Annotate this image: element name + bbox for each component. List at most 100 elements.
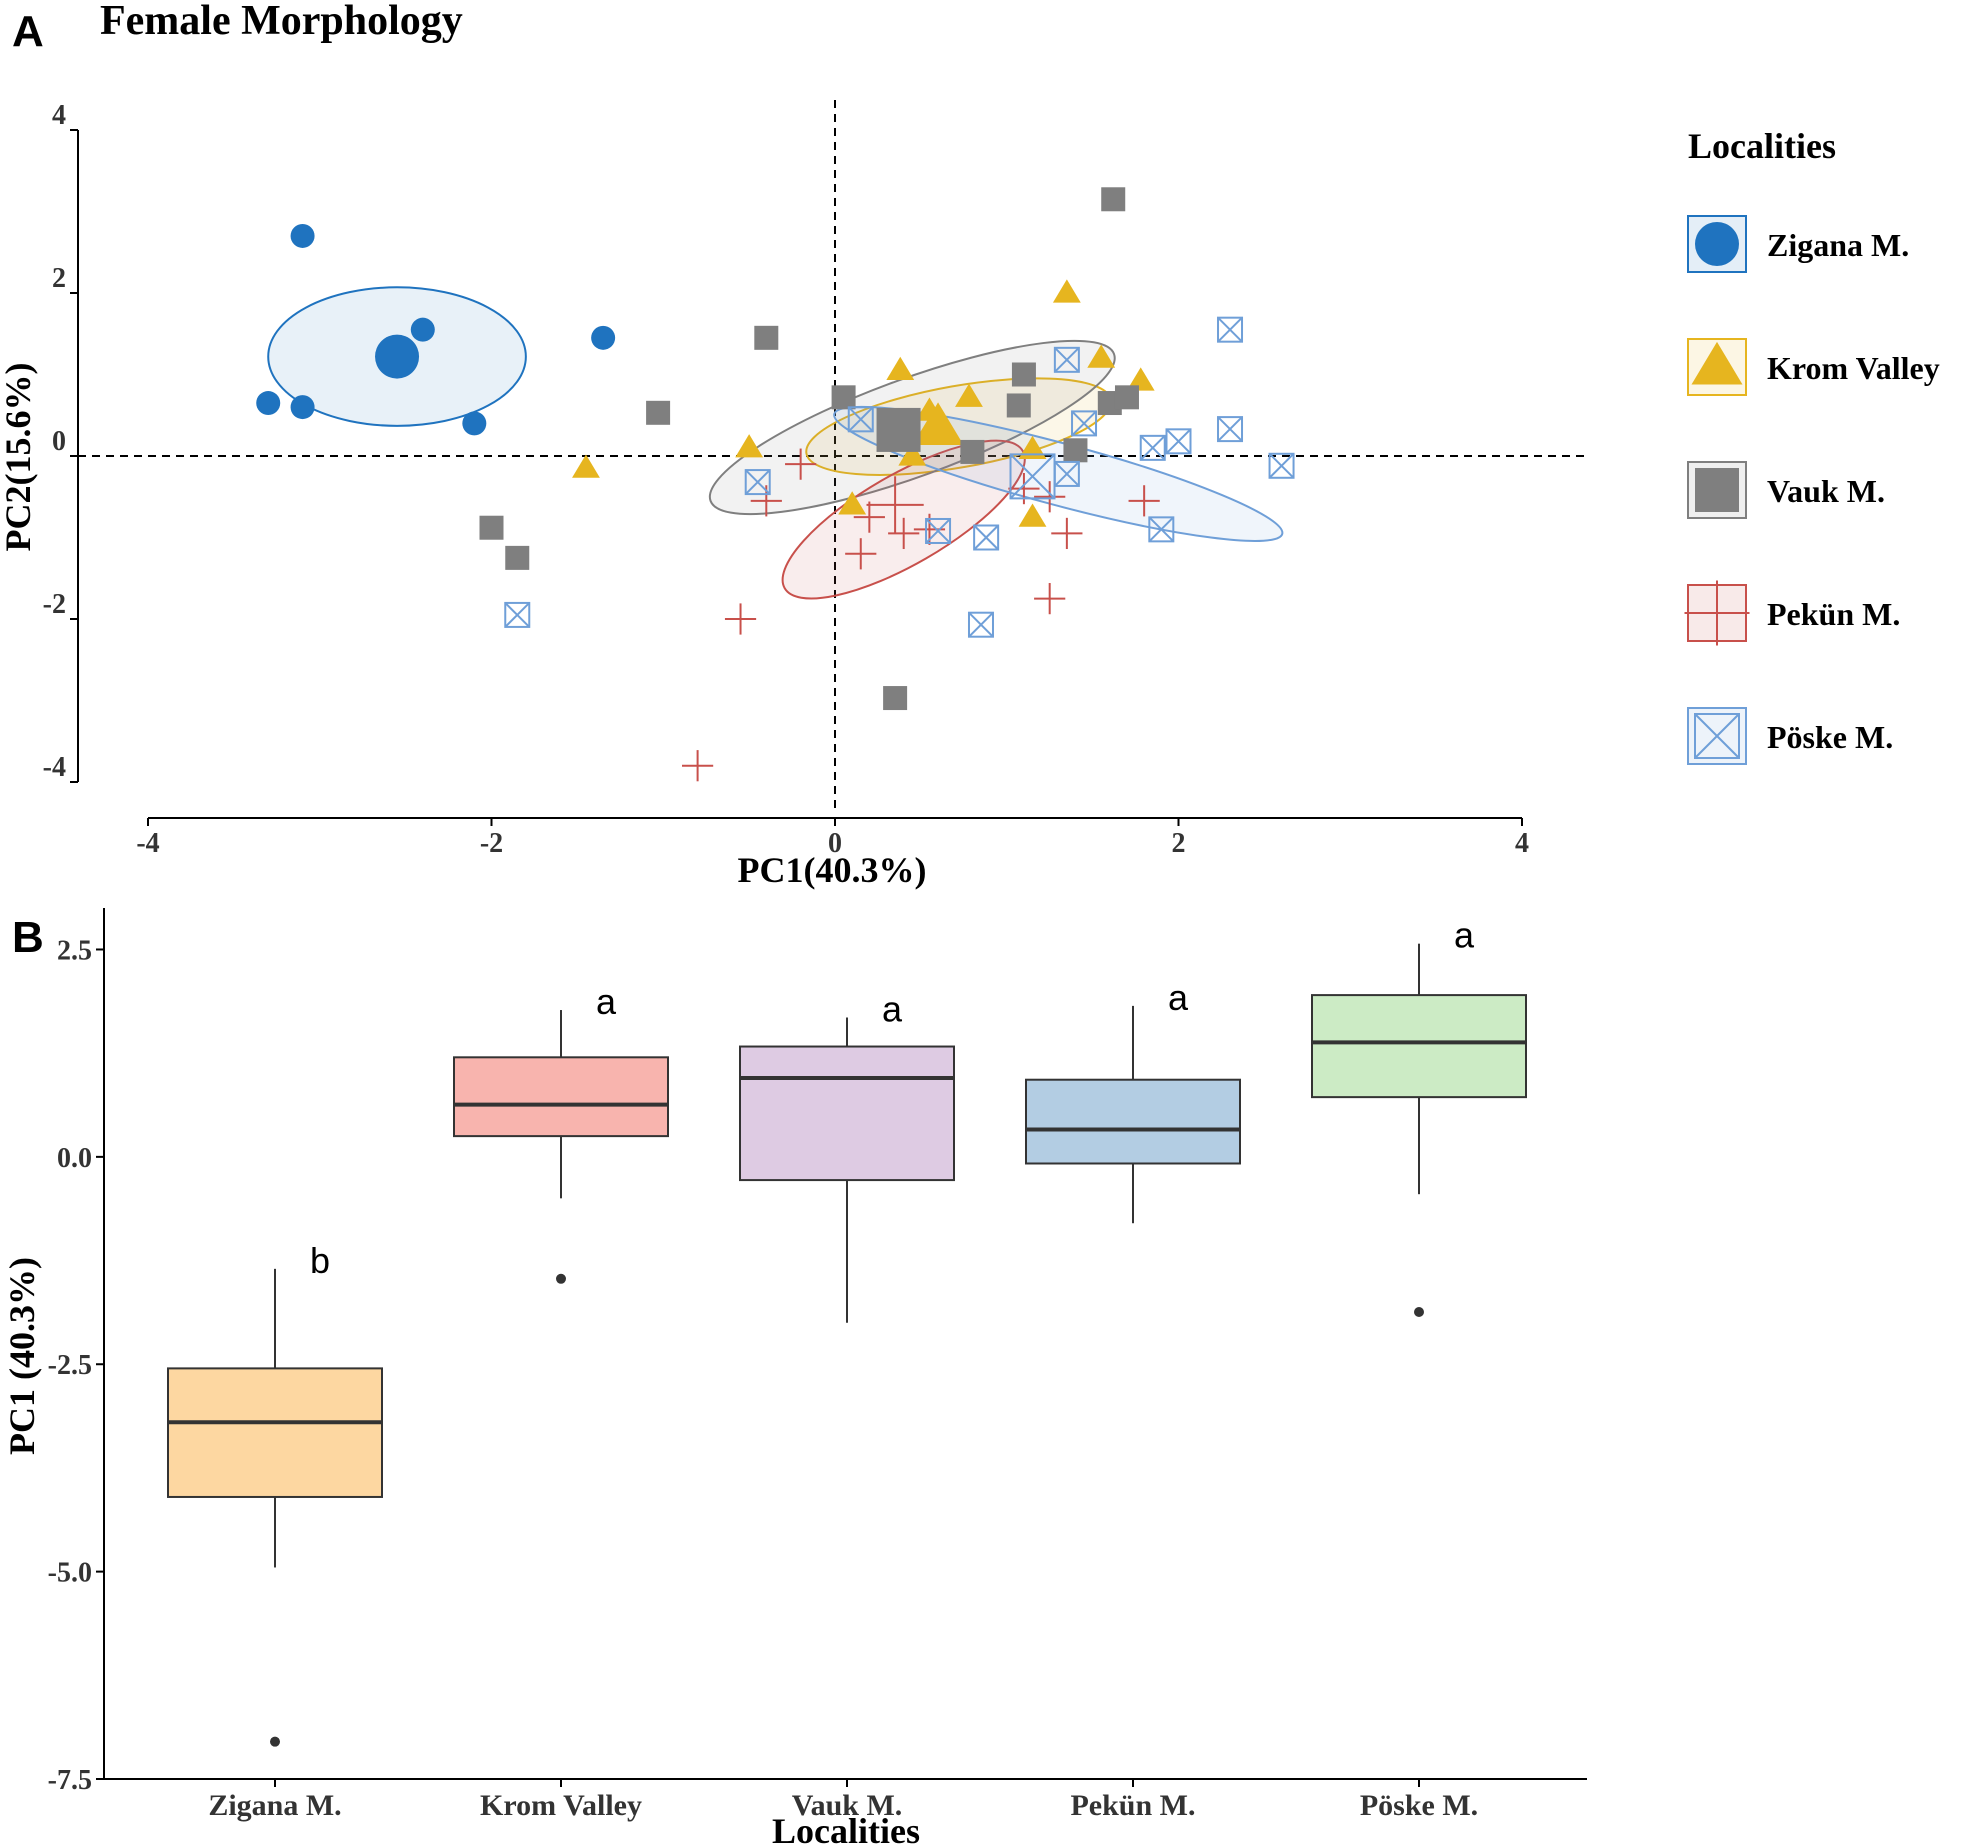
- point-krom-valley-mark: [735, 434, 764, 458]
- point-pek-n-m: [853, 501, 885, 533]
- point-p-ske-m-diag2: [1268, 453, 1295, 479]
- iqr-box: [453, 1056, 669, 1138]
- point-krom-valley-mark: [572, 454, 600, 478]
- boxplot-y-tick-label: -5.0: [48, 1558, 92, 1589]
- point-p-ske-m: [1071, 410, 1098, 437]
- point-p-ske-m-box: [1053, 346, 1080, 373]
- point-pek-n-m: [845, 538, 877, 570]
- point-p-ske-m-diag2: [1217, 316, 1243, 343]
- centroid-zigana-m-mark: [375, 334, 420, 379]
- legend-label: Krom Valley: [1767, 350, 1940, 386]
- legend-label: Zigana M.: [1767, 227, 1909, 263]
- point-p-ske-m: [967, 611, 994, 638]
- point-p-ske-m-box: [973, 524, 1000, 551]
- y-tick-label: 2: [52, 263, 66, 294]
- significance-letter: a: [882, 988, 903, 1029]
- legend-symbol-vauk-m: [1695, 468, 1739, 512]
- legend-label: Pöske M.: [1767, 719, 1893, 755]
- point-krom-valley: [838, 491, 867, 515]
- legend-symbol-zigana-m: [1695, 222, 1739, 266]
- point-vauk-m-mark: [1063, 438, 1088, 463]
- point-zigana-m-mark: [290, 223, 315, 248]
- boxplot-y-axis-label: PC1 (40.3%): [2, 1257, 42, 1455]
- point-p-ske-m-box: [1148, 516, 1175, 543]
- point-krom-valley-mark: [838, 491, 867, 515]
- boxplot-x-tick-label: Pöske M.: [1360, 1789, 1478, 1822]
- point-krom-valley-mark: [1052, 279, 1081, 303]
- point-p-ske-m: [847, 406, 874, 433]
- centroid-vauk-m: [876, 407, 921, 452]
- point-vauk-m-mark: [1011, 362, 1036, 387]
- point-zigana-m-mark: [256, 391, 281, 416]
- point-p-ske-m: [973, 524, 1000, 551]
- legend-symbol-p-ske-m-diag2: [1694, 713, 1740, 759]
- point-zigana-m-mark: [462, 411, 487, 436]
- point-vauk-m: [1063, 438, 1088, 463]
- boxplot-x-tick-label: Vauk M.: [792, 1789, 903, 1822]
- legend-symbol-p-ske-m: [1694, 713, 1740, 759]
- point-p-ske-m: [1139, 434, 1166, 461]
- boxplot-x-axis-label: Localities: [772, 1811, 920, 1848]
- box-krom-valley: a: [453, 981, 669, 1284]
- legend-item-vauk-m: Vauk M.: [1687, 461, 1885, 519]
- panel-label-a: A: [12, 7, 44, 56]
- point-vauk-m-mark: [1006, 393, 1031, 418]
- point-krom-valley: [886, 356, 915, 381]
- point-p-ske-m-diag2: [1054, 347, 1080, 373]
- legend: Localities Zigana M. Krom Valley Vauk M. Pe…: [1684, 126, 1940, 765]
- point-p-ske-m: [1053, 346, 1080, 373]
- outlier-point: [556, 1273, 566, 1284]
- legend-symbol-vauk-m-mark: [1695, 468, 1739, 512]
- point-vauk-m-mark: [479, 515, 504, 540]
- y-tick-label: -4: [43, 752, 66, 783]
- point-p-ske-m-box: [925, 517, 952, 544]
- panel-label-b: B: [12, 913, 44, 962]
- point-krom-valley: [1126, 367, 1155, 391]
- iqr-box: [167, 1367, 383, 1498]
- point-pek-n-m: [1034, 583, 1066, 615]
- point-vauk-m: [1006, 393, 1031, 418]
- point-krom-valley-mark: [1018, 435, 1047, 460]
- point-zigana-m-mark: [410, 317, 435, 342]
- box-pek-n-m: a: [1025, 977, 1241, 1224]
- point-pek-n-m: [1128, 485, 1160, 517]
- boxplot-x-tick-label: Zigana M.: [208, 1789, 341, 1822]
- boxplot-boxes: b a a a a: [167, 915, 1527, 1747]
- point-p-ske-m: [925, 517, 952, 544]
- point-krom-valley: [572, 454, 600, 478]
- chart-title: Female Morphology: [100, 0, 463, 44]
- legend-item-krom-valley: Krom Valley: [1687, 338, 1940, 396]
- point-krom-valley: [955, 383, 983, 407]
- point-p-ske-m: [504, 601, 531, 628]
- point-vauk-m: [646, 400, 671, 425]
- legend-symbol-krom-valley-mark: [1691, 341, 1743, 385]
- legend-label: Pekün M.: [1767, 596, 1900, 632]
- legend-symbol-krom-valley: [1691, 341, 1743, 385]
- x-tick-label: -4: [136, 828, 159, 859]
- point-p-ske-m: [1148, 516, 1175, 543]
- series-zigana-m: [256, 223, 616, 436]
- box-vauk-m: a: [739, 988, 955, 1323]
- point-krom-valley-mark: [1087, 344, 1116, 368]
- x-tick-label: 2: [1172, 828, 1186, 859]
- significance-letter: a: [1168, 977, 1189, 1018]
- significance-letter: a: [1454, 915, 1475, 956]
- centroid-krom-valley: [912, 402, 964, 446]
- boxplot-x-tick-label: Pekün M.: [1070, 1789, 1195, 1822]
- point-krom-valley-mark: [955, 383, 983, 407]
- point-p-ske-m-box: [744, 469, 771, 496]
- panel-b: B 2.5 0.0 -2.5 -5.0 -7.5 Zigana M. Krom Valley…: [2, 908, 1587, 1848]
- point-krom-valley-mark: [1018, 503, 1047, 527]
- x-tick-label: 4: [1515, 828, 1529, 859]
- point-p-ske-m-box: [1139, 434, 1166, 461]
- point-pek-n-m: [785, 448, 817, 480]
- point-krom-valley: [735, 434, 764, 458]
- point-p-ske-m: [1268, 452, 1295, 479]
- point-p-ske-m: [1165, 428, 1192, 455]
- legend-item-pek-n-m: Pekün M.: [1684, 580, 1900, 646]
- point-p-ske-m: [744, 469, 771, 496]
- point-p-ske-m: [1217, 416, 1244, 443]
- point-vauk-m-mark: [646, 400, 671, 425]
- centroid-vauk-m-mark: [876, 407, 921, 452]
